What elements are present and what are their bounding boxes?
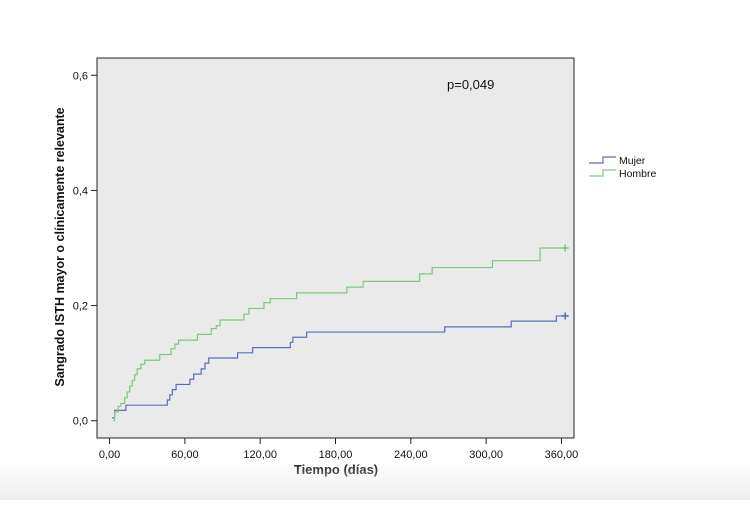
y-tick-label: 0,2 xyxy=(73,301,88,313)
x-axis-title: Tiempo (días) xyxy=(294,462,378,477)
legend-label: Mujer xyxy=(619,155,646,167)
x-tick-label: 300,00 xyxy=(469,449,503,461)
x-tick-label: 60,00 xyxy=(171,449,199,461)
series-line-mujer xyxy=(112,315,566,419)
legend-swatch xyxy=(589,156,616,164)
x-tick-label: 360,00 xyxy=(545,449,579,461)
censor-mark-hombre xyxy=(561,244,569,252)
x-tick-label: 180,00 xyxy=(319,449,353,461)
legend-label: Hombre xyxy=(619,168,657,180)
y-axis-title: Sangrado ISTH mayor o clínicamente relev… xyxy=(53,107,67,386)
p-value-annotation: p=0,049 xyxy=(447,77,494,92)
legend-item: Hombre xyxy=(589,168,657,180)
legend-swatch xyxy=(589,169,616,177)
y-tick-label: 0,4 xyxy=(73,185,88,197)
series-line-hombre xyxy=(113,247,566,422)
legend-item: Mujer xyxy=(589,155,646,167)
y-tick-label: 0,0 xyxy=(73,416,88,428)
censor-mark-mujer xyxy=(561,312,569,320)
series-layer xyxy=(112,244,569,422)
x-axis: 0,00 60,00 120,00 180,00 240,00 300,00 360,00 xyxy=(99,438,578,461)
plot-area xyxy=(96,57,575,439)
y-axis: 0,0 0,2 0,4 0,6 xyxy=(73,70,97,428)
x-tick-label: 120,00 xyxy=(243,449,277,461)
x-tick-label: 0,00 xyxy=(99,449,120,461)
y-tick-label: 0,6 xyxy=(73,70,88,82)
x-tick-label: 240,00 xyxy=(394,449,428,461)
